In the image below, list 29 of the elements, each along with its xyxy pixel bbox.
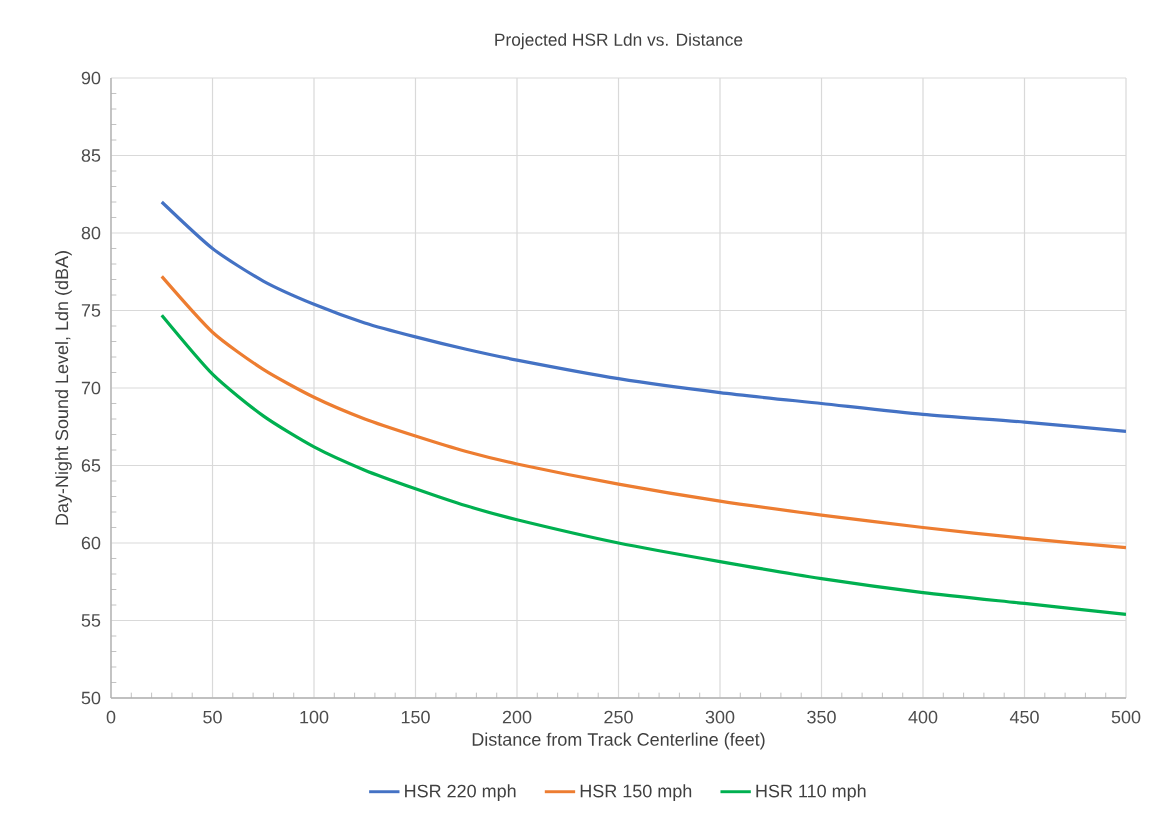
x-tick-label: 200 [502, 710, 532, 724]
x-tick-label: 350 [807, 710, 836, 724]
legend-label: HSR 220 mph [405, 784, 516, 801]
y-tick-label: 65 [81, 459, 101, 472]
x-tick-label: 300 [705, 710, 735, 724]
x-tick-label: 0 [106, 710, 116, 724]
line-series [160, 200, 1127, 433]
chart-title: Projected HSR Ldn vs. Distance [495, 33, 743, 50]
line-series [160, 313, 1127, 616]
y-tick-label: 70 [81, 381, 101, 395]
x-tick-label: 150 [401, 710, 430, 724]
x-tick-label: 450 [1009, 710, 1039, 724]
x-tick-label: 100 [300, 710, 329, 724]
y-tick-label: 75 [81, 304, 101, 317]
x-tick-label: 50 [203, 710, 222, 724]
y-tick-label: 80 [81, 226, 101, 240]
y-tick-label: 50 [81, 691, 101, 705]
y-tick-label: 85 [81, 149, 101, 162]
x-tick-label: 250 [604, 710, 633, 724]
y-tick-label: 90 [81, 71, 101, 85]
line-series [160, 274, 1127, 550]
x-tick-label: 400 [908, 710, 938, 724]
legend-label: HSR 110 mph [756, 784, 866, 801]
x-axis-title: Distance from Track Centerline (feet) [472, 732, 765, 750]
legend-label: HSR 150 mph [580, 784, 692, 801]
x-tick-label: 500 [1111, 710, 1141, 724]
y-tick-label: 55 [81, 614, 101, 627]
y-axis-title: Day-Night Sound Level, Ldn (dBA) [55, 251, 72, 525]
y-tick-label: 60 [81, 536, 101, 550]
